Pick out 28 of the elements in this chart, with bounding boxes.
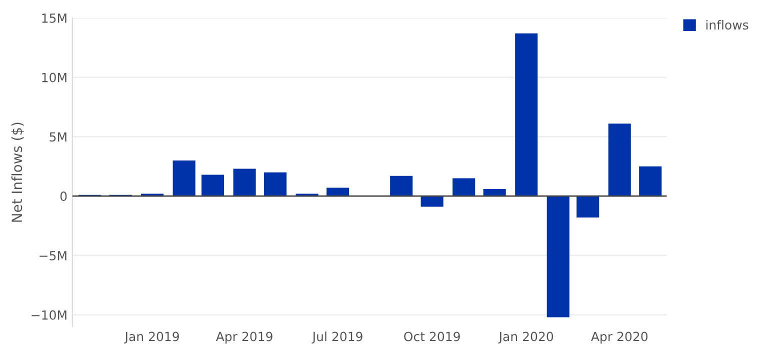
x-tick-label: Jan 2020 (498, 332, 554, 344)
bar (546, 196, 570, 318)
y-tick-label: 0 (60, 192, 67, 201)
bar (515, 33, 538, 196)
bar (576, 196, 600, 218)
bar (608, 124, 631, 196)
bar (452, 178, 476, 196)
bar (172, 160, 196, 196)
bar (639, 166, 662, 196)
legend-label: inflows (706, 20, 748, 30)
y-axis-title: Net Inflows ($) (11, 122, 24, 222)
y-tick-label: −5M (40, 251, 66, 260)
x-tick-label: Oct 2019 (404, 332, 460, 342)
x-tick-label: Apr 2019 (216, 332, 272, 344)
bar (390, 176, 413, 196)
bar (233, 168, 256, 196)
bar (202, 174, 224, 196)
y-tick-label: 15M (42, 14, 66, 23)
bar (483, 188, 506, 196)
x-tick-label: Jan 2019 (124, 332, 179, 344)
bar (420, 196, 444, 207)
x-tick-label: Jul 2019 (312, 332, 362, 344)
y-tick-label: 5M (50, 132, 66, 142)
bar (326, 188, 350, 196)
x-tick-label: Apr 2020 (591, 332, 648, 344)
y-tick-label: −10M (32, 310, 66, 320)
bar (264, 172, 287, 196)
y-tick-label: 10M (42, 72, 66, 82)
